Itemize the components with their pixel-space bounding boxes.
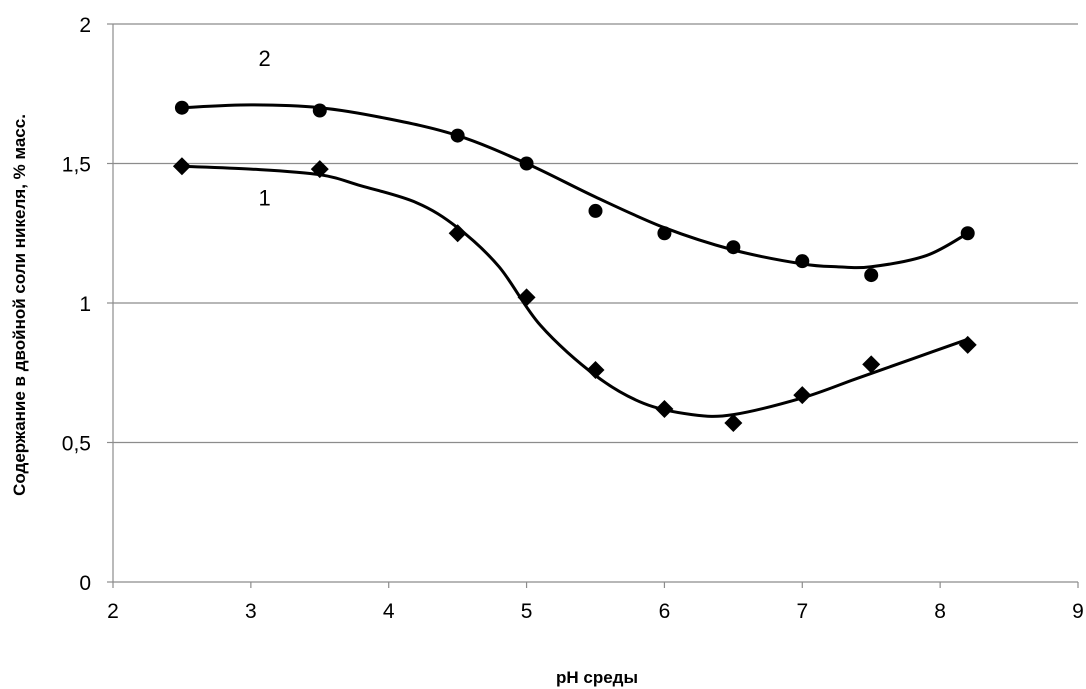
x-tick-label-0: 2: [107, 600, 119, 623]
series-2-line: [181, 103, 969, 270]
series-2-point-2: [450, 128, 465, 143]
series-points: [172, 100, 977, 432]
series-1-point-9: [958, 335, 977, 354]
series-1-point-4: [586, 360, 605, 379]
y-axis-title: Содержание в двойной соли никеля, % масс…: [10, 114, 29, 496]
series-1-line: [181, 164, 969, 418]
series-1-point-0: [172, 157, 191, 176]
x-tick-label-1: 3: [245, 600, 257, 623]
axes: [107, 23, 1079, 588]
series-2-point-3: [519, 156, 534, 171]
series-2-point-4: [588, 203, 603, 218]
series-1-point-1: [310, 160, 329, 179]
series-2-point-6: [726, 240, 741, 255]
y-tick-label-4: 2: [79, 14, 91, 37]
series-1-point-5: [655, 400, 674, 419]
series-2-label: 2: [259, 46, 271, 71]
y-tick-label-3: 1,5: [62, 154, 91, 177]
tick-labels: 0 0,5 1 1,5 2 2 3 4 5 6 7 8 9: [62, 14, 1084, 623]
x-tick-label-4: 6: [659, 600, 671, 623]
x-tick-label-6: 8: [934, 600, 946, 623]
x-tick-label-5: 7: [796, 600, 808, 623]
x-tick-label-7: 9: [1072, 600, 1084, 623]
x-axis-title: pH среды: [556, 668, 638, 687]
series-2-point-1: [312, 103, 327, 118]
series-1-point-7: [793, 386, 812, 405]
x-tick-label-3: 5: [521, 600, 533, 623]
y-tick-label-0: 0: [79, 572, 91, 595]
series-1-point-2: [448, 224, 467, 243]
series-1-label: 1: [259, 185, 271, 210]
series-2-point-8: [864, 268, 879, 283]
series-2-point-5: [657, 226, 672, 241]
series-2-point-9: [960, 226, 975, 241]
series-1-point-8: [862, 355, 881, 374]
series-2-point-0: [174, 100, 189, 115]
series-labels: 12: [259, 46, 271, 211]
y-tick-label-2: 1: [79, 293, 91, 316]
series-lines: [181, 103, 969, 418]
series-2-point-7: [795, 254, 810, 269]
y-tick-label-1: 0,5: [62, 433, 91, 456]
series-1-point-3: [517, 288, 536, 307]
grid: [113, 23, 1078, 444]
x-tick-label-2: 4: [383, 600, 395, 623]
series-1-point-6: [724, 413, 743, 432]
